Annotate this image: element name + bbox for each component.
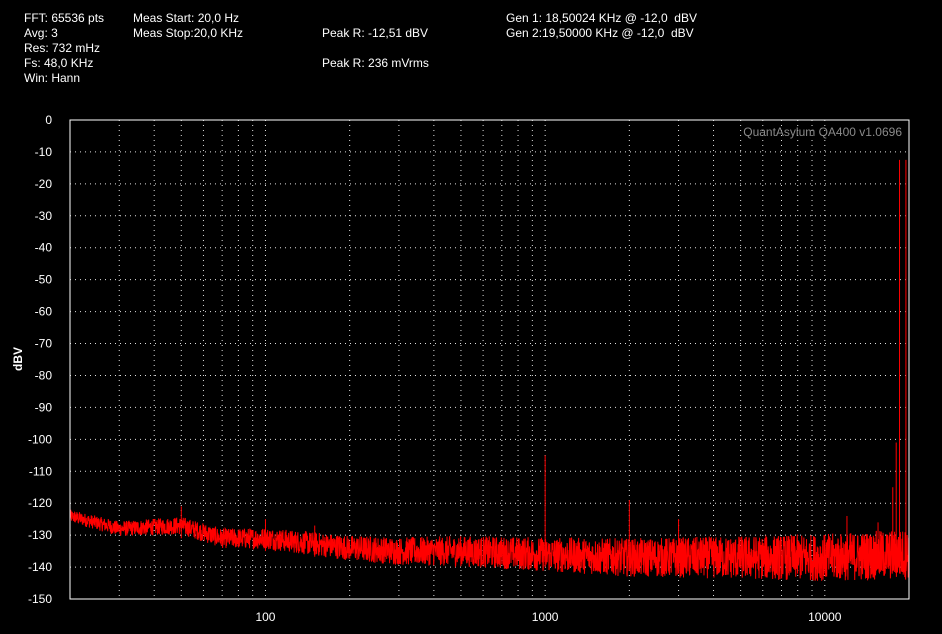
- y-tick-label: 0: [45, 113, 52, 127]
- peak-dbv-label: Peak R: -12,51 dBV: [322, 26, 429, 40]
- y-tick-label: -130: [28, 528, 52, 542]
- chart-axes: 0 -10 -20 -30 -40 -50 -60 -70 -80 -90 -100 -110 -120…: [28, 113, 910, 624]
- y-tick-label: -90: [35, 400, 53, 414]
- y-tick-label: -150: [28, 592, 52, 606]
- generator-2-label: Gen 2:19,50000 KHz @ -12,0 dBV: [506, 26, 694, 40]
- y-tick-label: -100: [28, 432, 52, 446]
- y-tick-label: -20: [35, 177, 53, 191]
- generator-1-label: Gen 1: 18,50024 KHz @ -12,0 dBV: [506, 11, 697, 25]
- y-tick-label: -60: [35, 305, 53, 319]
- x-tick-label: 100: [255, 610, 275, 624]
- y-tick-label: -110: [29, 464, 52, 478]
- noise-floor-line: [69, 509, 910, 581]
- y-tick-label: -80: [35, 368, 53, 382]
- x-tick-label: 10000: [808, 610, 842, 624]
- window-label: Win: Hann: [24, 71, 81, 85]
- meas-stop-label: Meas Stop:20,0 KHz: [133, 26, 244, 40]
- y-tick-label: -10: [35, 145, 53, 159]
- spectrum-trace: [69, 159, 910, 581]
- sample-rate-label: Fs: 48,0 KHz: [24, 56, 94, 70]
- y-tick-label: -70: [35, 337, 53, 351]
- plot-frame: [69, 119, 910, 600]
- peak-rms-label: Peak R: 236 mVrms: [322, 56, 429, 70]
- y-tick-label: -120: [28, 496, 52, 510]
- average-count-label: Avg: 3: [24, 26, 58, 40]
- y-axis-label: dBV: [11, 347, 25, 371]
- y-tick-label: -30: [35, 209, 53, 223]
- x-tick-label: 1000: [532, 610, 559, 624]
- fft-size-label: FFT: 65536 pts: [24, 11, 105, 25]
- brand-watermark: QuantAsylum QA400 v1.0696: [743, 125, 902, 139]
- y-tick-label: -40: [35, 241, 53, 255]
- y-tick-label: -140: [28, 560, 52, 574]
- resolution-label: Res: 732 mHz: [24, 41, 101, 55]
- meas-start-label: Meas Start: 20,0 Hz: [133, 11, 240, 25]
- y-tick-label: -50: [35, 273, 53, 287]
